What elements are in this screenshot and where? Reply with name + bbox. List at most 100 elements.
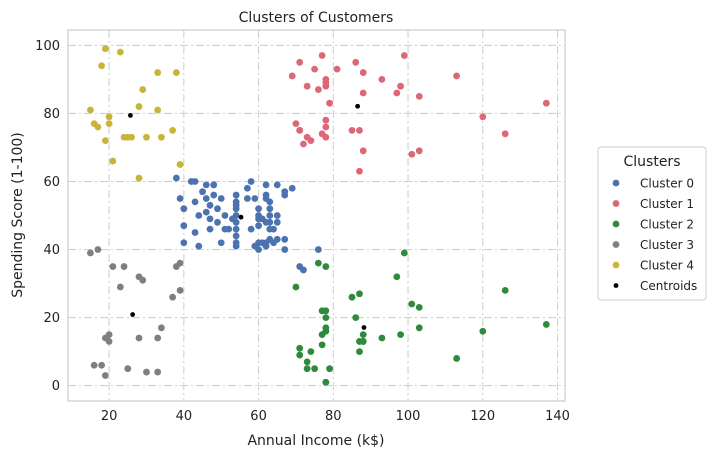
data-point — [542, 321, 550, 328]
series-cluster-0 — [172, 174, 322, 274]
data-point — [262, 191, 270, 199]
data-point — [359, 89, 367, 97]
data-point — [270, 225, 277, 233]
data-point — [139, 276, 147, 284]
data-point — [210, 181, 218, 189]
data-point — [318, 52, 326, 59]
data-point — [307, 348, 315, 356]
data-point — [400, 52, 408, 59]
data-point — [180, 205, 188, 213]
data-point — [206, 225, 214, 233]
data-point — [172, 174, 180, 182]
data-point — [300, 266, 307, 274]
series-centroids — [128, 103, 367, 330]
data-point — [296, 344, 304, 352]
legend-entry: Cluster 1 — [612, 197, 694, 211]
data-point — [415, 92, 423, 100]
series-cluster-3 — [87, 246, 184, 379]
data-point — [202, 195, 210, 202]
x-tick-label: 100 — [396, 409, 421, 424]
data-point — [154, 368, 162, 376]
data-point — [94, 123, 102, 131]
centroid-point — [355, 103, 361, 109]
data-point — [326, 99, 333, 107]
x-axis-ticks: 20 40 60 80 100 120 140 — [101, 409, 570, 424]
data-point — [105, 331, 113, 339]
data-point — [180, 222, 188, 230]
legend-label: Cluster 3 — [640, 238, 694, 252]
legend-entry: Cluster 2 — [612, 218, 694, 232]
data-point — [191, 229, 199, 236]
data-point — [397, 82, 404, 90]
data-point — [393, 273, 401, 281]
data-point — [352, 314, 360, 322]
data-point — [453, 355, 461, 362]
data-point — [479, 327, 487, 335]
data-point — [322, 307, 330, 315]
data-point — [214, 218, 221, 226]
data-point — [101, 45, 109, 53]
data-point — [135, 334, 143, 342]
data-point — [221, 212, 229, 219]
data-point — [101, 372, 109, 379]
data-point — [303, 365, 311, 373]
data-point — [217, 239, 225, 247]
data-point — [195, 212, 203, 219]
data-point — [158, 133, 165, 141]
data-point — [281, 246, 289, 253]
data-point — [135, 103, 143, 110]
data-point — [292, 120, 300, 128]
data-point — [352, 58, 360, 66]
x-tick-label: 60 — [250, 409, 267, 424]
data-point — [314, 259, 322, 267]
y-axis-ticks: 0 20 40 60 80 100 — [35, 39, 60, 394]
data-point — [109, 157, 117, 165]
data-point — [214, 205, 221, 213]
legend-entry: Centroids — [613, 279, 697, 293]
data-point — [232, 191, 240, 199]
data-point — [356, 167, 363, 175]
y-tick-label: 20 — [43, 311, 60, 326]
y-tick-label: 40 — [43, 243, 60, 258]
data-point — [397, 331, 404, 339]
data-point — [307, 137, 315, 145]
data-point — [314, 246, 322, 253]
data-point — [169, 293, 177, 301]
data-point — [94, 246, 102, 253]
data-point — [348, 127, 356, 134]
data-point — [120, 263, 128, 270]
legend-label: Cluster 1 — [640, 197, 694, 211]
data-point — [266, 212, 274, 219]
legend-label: Cluster 2 — [640, 218, 694, 232]
data-point — [90, 361, 98, 369]
data-point — [333, 65, 341, 73]
data-point — [356, 348, 363, 356]
data-point — [243, 184, 251, 192]
data-point — [311, 365, 319, 373]
data-point — [116, 283, 124, 291]
data-point — [378, 75, 386, 83]
data-point — [135, 174, 143, 182]
data-point — [116, 48, 124, 56]
data-point — [356, 290, 363, 298]
data-point — [139, 86, 147, 93]
data-point — [273, 235, 281, 243]
data-point — [262, 181, 270, 189]
data-point — [359, 331, 367, 339]
data-point — [232, 232, 240, 240]
data-point — [176, 195, 184, 202]
plot-area — [67, 29, 566, 402]
data-point — [326, 365, 333, 373]
y-tick-label: 100 — [35, 39, 60, 54]
data-point — [288, 72, 296, 80]
data-point — [255, 246, 262, 253]
legend-entry: Cluster 4 — [612, 259, 694, 273]
data-point — [180, 239, 188, 247]
data-point — [479, 113, 487, 121]
legend-label: Cluster 0 — [640, 177, 694, 191]
data-point — [359, 338, 367, 345]
data-point — [303, 82, 311, 90]
data-point — [288, 184, 296, 192]
data-point — [266, 218, 274, 226]
data-point — [172, 69, 180, 76]
